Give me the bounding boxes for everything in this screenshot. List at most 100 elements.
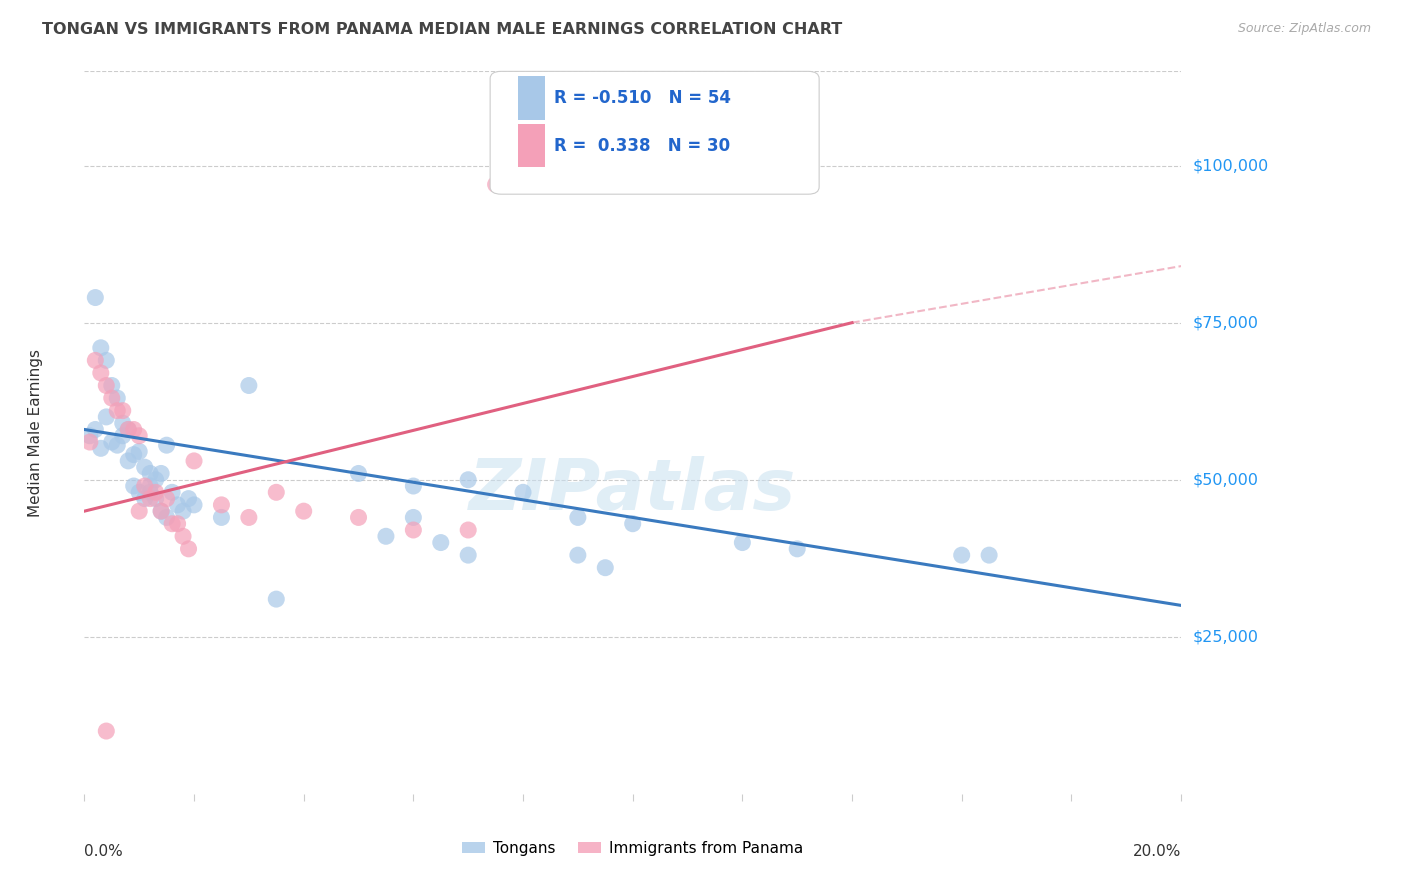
Point	[347, 510, 370, 524]
Point	[111, 416, 134, 430]
Point	[177, 491, 200, 506]
Point	[160, 516, 183, 531]
Point	[402, 479, 425, 493]
Point	[150, 504, 173, 518]
Point	[166, 516, 188, 531]
Point	[402, 510, 425, 524]
Point	[79, 435, 101, 450]
Point	[122, 422, 145, 436]
Point	[79, 429, 101, 443]
Point	[950, 548, 973, 562]
Point	[128, 504, 150, 518]
Point	[211, 498, 233, 512]
Point	[101, 391, 124, 405]
Point	[101, 435, 124, 450]
Point	[485, 178, 508, 192]
Point	[160, 485, 183, 500]
Point	[84, 353, 107, 368]
Point	[105, 438, 128, 452]
Point	[166, 498, 188, 512]
Point	[266, 485, 288, 500]
Point	[134, 479, 156, 493]
Text: 0.0%: 0.0%	[84, 845, 124, 860]
Point	[457, 523, 479, 537]
Point	[457, 548, 479, 562]
Text: ZIPatlas: ZIPatlas	[470, 456, 796, 524]
Point	[172, 529, 194, 543]
Legend: Tongans, Immigrants from Panama: Tongans, Immigrants from Panama	[456, 835, 810, 862]
Point	[117, 422, 139, 436]
Point	[84, 422, 107, 436]
Point	[117, 454, 139, 468]
Point	[111, 403, 134, 417]
Point	[292, 504, 315, 518]
Point	[402, 523, 425, 537]
Point	[145, 473, 167, 487]
Point	[621, 516, 644, 531]
Point	[183, 498, 205, 512]
Point	[430, 535, 453, 549]
Point	[139, 479, 162, 493]
Point	[90, 442, 112, 456]
Point	[139, 467, 162, 481]
Text: $50,000: $50,000	[1192, 472, 1258, 487]
Point	[347, 467, 370, 481]
Point	[266, 592, 288, 607]
Text: TONGAN VS IMMIGRANTS FROM PANAMA MEDIAN MALE EARNINGS CORRELATION CHART: TONGAN VS IMMIGRANTS FROM PANAMA MEDIAN …	[42, 22, 842, 37]
Point	[375, 529, 398, 543]
Point	[512, 485, 534, 500]
FancyBboxPatch shape	[517, 124, 546, 168]
Text: $100,000: $100,000	[1192, 158, 1268, 173]
Text: $25,000: $25,000	[1192, 630, 1258, 644]
Point	[567, 548, 589, 562]
Point	[786, 541, 808, 556]
Point	[122, 448, 145, 462]
Point	[238, 378, 260, 392]
Point	[117, 422, 139, 436]
Point	[731, 535, 754, 549]
Point	[145, 491, 167, 506]
Text: 20.0%: 20.0%	[1133, 845, 1181, 860]
Point	[238, 510, 260, 524]
Point	[156, 491, 179, 506]
FancyBboxPatch shape	[491, 71, 820, 194]
Point	[96, 409, 118, 424]
Point	[150, 467, 173, 481]
Point	[96, 353, 118, 368]
Point	[177, 541, 200, 556]
Point	[172, 504, 194, 518]
Text: Source: ZipAtlas.com: Source: ZipAtlas.com	[1237, 22, 1371, 36]
Text: $75,000: $75,000	[1192, 315, 1258, 330]
Point	[90, 366, 112, 380]
Point	[134, 460, 156, 475]
Point	[979, 548, 1001, 562]
Point	[128, 444, 150, 458]
FancyBboxPatch shape	[517, 77, 546, 120]
Point	[145, 485, 167, 500]
Point	[90, 341, 112, 355]
Point	[134, 491, 156, 506]
Point	[96, 378, 118, 392]
Point	[567, 510, 589, 524]
Point	[105, 403, 128, 417]
Point	[156, 510, 179, 524]
Point	[128, 429, 150, 443]
Point	[150, 504, 173, 518]
Text: R =  0.338   N = 30: R = 0.338 N = 30	[554, 136, 730, 155]
Point	[139, 491, 162, 506]
Point	[111, 429, 134, 443]
Text: R = -0.510   N = 54: R = -0.510 N = 54	[554, 89, 731, 107]
Point	[156, 438, 179, 452]
Point	[128, 485, 150, 500]
Point	[105, 391, 128, 405]
Point	[84, 291, 107, 305]
Point	[211, 510, 233, 524]
Point	[122, 479, 145, 493]
Point	[595, 560, 617, 574]
Point	[457, 473, 479, 487]
Point	[96, 724, 118, 739]
Text: Median Male Earnings: Median Male Earnings	[28, 349, 42, 516]
Point	[101, 378, 124, 392]
Point	[139, 485, 162, 500]
Point	[183, 454, 205, 468]
